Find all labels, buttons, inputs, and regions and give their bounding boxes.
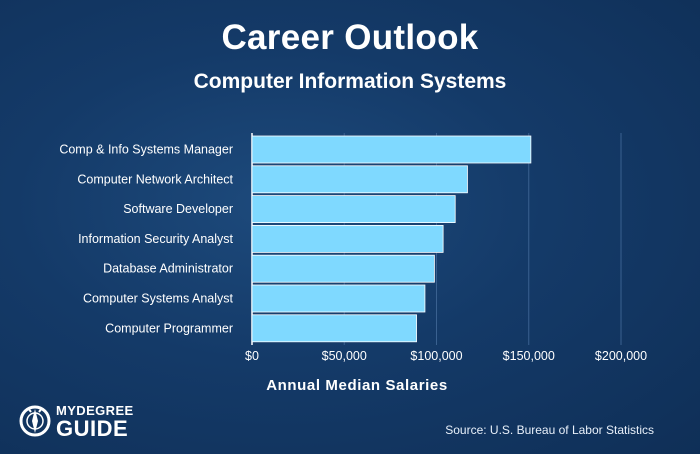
bar: [251, 284, 426, 313]
category-label: Computer Network Architect: [77, 172, 233, 186]
chart-title: Career Outlook: [221, 18, 479, 57]
category-label: Comp & Info Systems Manager: [59, 143, 233, 157]
category-label: Information Security Analyst: [78, 232, 233, 246]
category-label: Software Developer: [123, 202, 233, 216]
category-label: Computer Systems Analyst: [83, 292, 234, 306]
compass-icon: [19, 405, 51, 437]
bar: [251, 314, 417, 343]
x-axis-label: Annual Median Salaries: [266, 377, 448, 394]
bar: [251, 224, 444, 253]
category-label: Computer Programmer: [105, 321, 233, 335]
x-tick-label: $200,000: [595, 349, 647, 363]
logo-text-bottom: GUIDE: [56, 416, 129, 441]
bar: [251, 135, 532, 164]
x-tick-label: $0: [245, 349, 259, 363]
category-label: Database Administrator: [103, 262, 233, 276]
logo-text-top: MYDEGREE: [56, 403, 134, 418]
bar: [251, 165, 468, 194]
source-note: Source: U.S. Bureau of Labor Statistics: [445, 423, 654, 437]
bar: [251, 254, 435, 283]
x-tick-label: $50,000: [322, 349, 367, 363]
chart-subtitle: Computer Information Systems: [193, 70, 507, 93]
bar: [251, 195, 456, 224]
x-tick-label: $100,000: [410, 349, 462, 363]
x-tick-label: $150,000: [503, 349, 555, 363]
logo: MYDEGREE GUIDE: [18, 402, 168, 441]
